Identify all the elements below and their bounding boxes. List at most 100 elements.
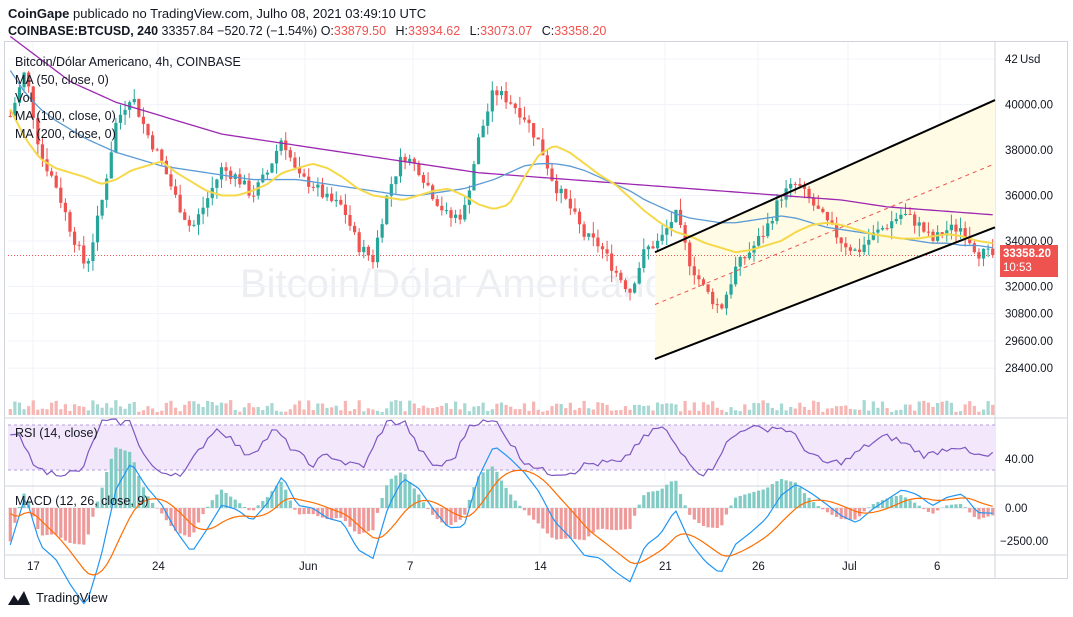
candle-body	[82, 245, 86, 264]
footer: TradingView	[8, 590, 108, 605]
volume-bar	[499, 402, 504, 415]
candle-body	[789, 183, 793, 189]
legend-ma200[interactable]: MA (200, close, 0)	[15, 127, 116, 141]
macd-histogram-bar	[206, 506, 210, 508]
candle-body	[192, 224, 196, 226]
macd-label[interactable]: MACD (12, 26, close, 9)	[15, 494, 149, 508]
candle-body	[59, 187, 63, 203]
candle-body	[692, 266, 696, 276]
candle-body	[738, 257, 742, 267]
volume-bar	[431, 408, 435, 415]
candle-body	[229, 170, 233, 179]
candle-body	[981, 248, 986, 259]
footer-brand[interactable]: TradingView	[36, 590, 108, 605]
macd-histogram-bar	[178, 508, 182, 534]
volume-bar	[339, 410, 343, 415]
volume-bar	[357, 400, 361, 415]
candle-body	[940, 232, 944, 236]
macd-histogram-bar	[238, 503, 242, 508]
macd-histogram-bar	[986, 508, 990, 517]
ma200-line	[9, 35, 993, 216]
candle-body	[394, 176, 398, 185]
candle-body	[977, 252, 981, 259]
volume-bar	[325, 407, 329, 415]
candle-body	[421, 175, 426, 183]
macd-histogram-bar	[711, 508, 715, 528]
macd-histogram-bar	[408, 481, 412, 508]
y-tick-label: 42	[1005, 54, 1018, 66]
macd-histogram-bar	[605, 508, 609, 530]
candle-body	[201, 207, 205, 215]
macd-histogram-bar	[274, 486, 279, 508]
candle-body	[812, 198, 816, 206]
candle-body	[50, 171, 54, 176]
legend-ma50[interactable]: MA (50, close, 0)	[15, 73, 109, 87]
symbol-label: COINBASE:BTCUSD, 240	[8, 24, 159, 38]
candle-body	[610, 253, 614, 271]
volume-bar	[591, 409, 595, 415]
volume-bar	[674, 404, 678, 415]
volume-bar	[509, 406, 513, 415]
volume-bar	[880, 401, 885, 415]
volume-bar	[775, 410, 779, 415]
close-value: 33358.20	[554, 24, 607, 38]
macd-histogram-bar	[72, 508, 77, 544]
candle-body	[761, 235, 765, 237]
candle-body	[963, 228, 967, 238]
candle-body	[706, 284, 710, 292]
candle-body	[545, 155, 550, 169]
macd-histogram-bar	[114, 447, 118, 508]
publish-header: CoinGape publicado no TradingView.com, J…	[8, 6, 426, 21]
volume-bar	[192, 401, 196, 415]
volume-bar	[536, 409, 540, 415]
volume-bar	[17, 402, 22, 415]
volume-bar	[614, 410, 618, 415]
y-tick-label: 34000.00	[1005, 236, 1053, 248]
candle-body	[357, 232, 361, 253]
candle-body	[311, 186, 315, 188]
macd-histogram-bar	[972, 508, 976, 517]
volume-bar	[293, 404, 297, 415]
volume-bar	[835, 406, 839, 415]
rsi-label[interactable]: RSI (14, close)	[15, 426, 98, 440]
volume-bar	[825, 408, 830, 415]
candle-body	[45, 159, 49, 172]
candle-body	[100, 199, 104, 216]
macd-histogram-bar	[720, 508, 724, 526]
volume-bar	[738, 411, 742, 415]
macd-histogram-bar	[440, 508, 444, 523]
volume-bar	[256, 406, 260, 415]
volume-bar	[802, 406, 807, 415]
candle-body	[559, 188, 563, 194]
candle-body	[614, 270, 618, 273]
candle-body	[472, 164, 476, 191]
volume-bar	[82, 406, 86, 415]
macd-histogram-bar	[867, 507, 871, 508]
volume-bar	[40, 408, 45, 415]
volume-bar	[288, 409, 292, 415]
macd-histogram-bar	[499, 480, 504, 508]
candle-body	[242, 180, 247, 185]
macd-histogram-bar	[224, 493, 228, 508]
legend-ma100[interactable]: MA (100, close, 0)	[15, 109, 116, 123]
legend-vol[interactable]: Vol	[15, 91, 33, 105]
candle-body	[63, 202, 67, 213]
candle-body	[366, 246, 370, 256]
volume-bar	[692, 402, 696, 415]
volume-bar	[913, 410, 917, 415]
volume-bar	[623, 406, 628, 415]
volume-bar	[467, 411, 471, 415]
volume-bar	[821, 411, 825, 415]
macd-histogram-bar	[201, 508, 205, 515]
macd-histogram-bar	[77, 508, 81, 545]
volume-bar	[348, 410, 352, 415]
volume-bar	[284, 411, 288, 415]
macd-histogram-bar	[229, 496, 233, 508]
macd-histogram-bar	[463, 508, 467, 515]
macd-histogram-bar	[669, 481, 673, 508]
volume-bar	[137, 411, 141, 415]
macd-histogram-bar	[577, 508, 582, 540]
volume-bar	[637, 404, 641, 415]
volume-bar	[238, 411, 242, 415]
